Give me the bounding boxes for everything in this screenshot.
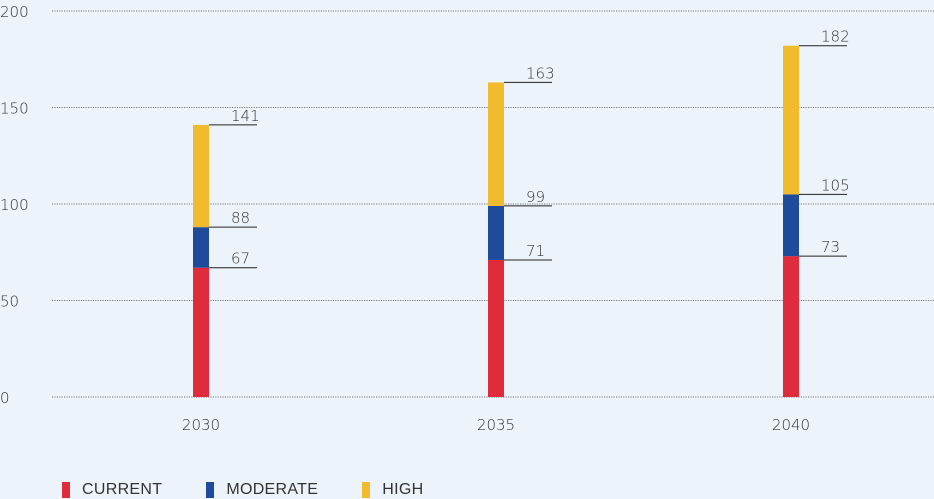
data-label-2035-moderate: 99 bbox=[526, 188, 545, 206]
legend: CURRENT MODERATE HIGH bbox=[62, 481, 467, 499]
bar-2030-current bbox=[193, 267, 209, 397]
x-tick-label-2040: 2040 bbox=[772, 416, 810, 434]
x-axis-tick-labels: 2030 2035 2040 bbox=[182, 416, 810, 434]
x-tick-label-2035: 2035 bbox=[477, 416, 515, 434]
legend-item-high: HIGH bbox=[362, 481, 423, 499]
legend-label-current: CURRENT bbox=[82, 481, 163, 498]
y-tick-label-200: 200 bbox=[0, 3, 29, 21]
data-label-2035-current: 71 bbox=[526, 242, 545, 260]
legend-swatch-current bbox=[62, 482, 70, 498]
y-tick-label-0: 0 bbox=[0, 389, 10, 407]
data-label-2040-moderate: 105 bbox=[821, 176, 850, 194]
bar-2035-high bbox=[488, 82, 504, 206]
legend-item-moderate: MODERATE bbox=[206, 481, 318, 499]
legend-label-high: HIGH bbox=[382, 481, 424, 498]
bars bbox=[193, 45, 799, 397]
bar-2040-current bbox=[783, 256, 799, 397]
data-label-2040-high: 182 bbox=[821, 28, 850, 46]
bar-2035-current bbox=[488, 259, 504, 397]
bar-2040-moderate bbox=[783, 194, 799, 257]
y-tick-label-100: 100 bbox=[0, 196, 29, 214]
data-label-2040-current: 73 bbox=[821, 238, 840, 256]
data-label-2030-high: 141 bbox=[231, 107, 260, 125]
bar-2040-high bbox=[783, 45, 799, 195]
bar-2030-moderate bbox=[193, 227, 209, 268]
legend-item-current: CURRENT bbox=[62, 481, 162, 499]
data-label-2030-current: 67 bbox=[231, 250, 250, 268]
y-tick-label-150: 150 bbox=[0, 100, 29, 118]
legend-swatch-moderate bbox=[206, 482, 215, 498]
x-tick-label-2030: 2030 bbox=[182, 416, 220, 434]
y-tick-label-50: 50 bbox=[0, 293, 19, 311]
bar-2030-high bbox=[193, 124, 209, 228]
legend-label-moderate: MODERATE bbox=[226, 481, 319, 498]
bar-2035-moderate bbox=[488, 205, 504, 260]
legend-swatch-high bbox=[362, 482, 371, 498]
data-labels: 67 88 141 71 99 163 73 105 182 bbox=[209, 28, 850, 269]
data-label-2030-moderate: 88 bbox=[231, 209, 250, 227]
data-label-2035-high: 163 bbox=[526, 64, 555, 82]
y-axis-tick-labels: 0 50 100 150 200 bbox=[0, 3, 29, 407]
